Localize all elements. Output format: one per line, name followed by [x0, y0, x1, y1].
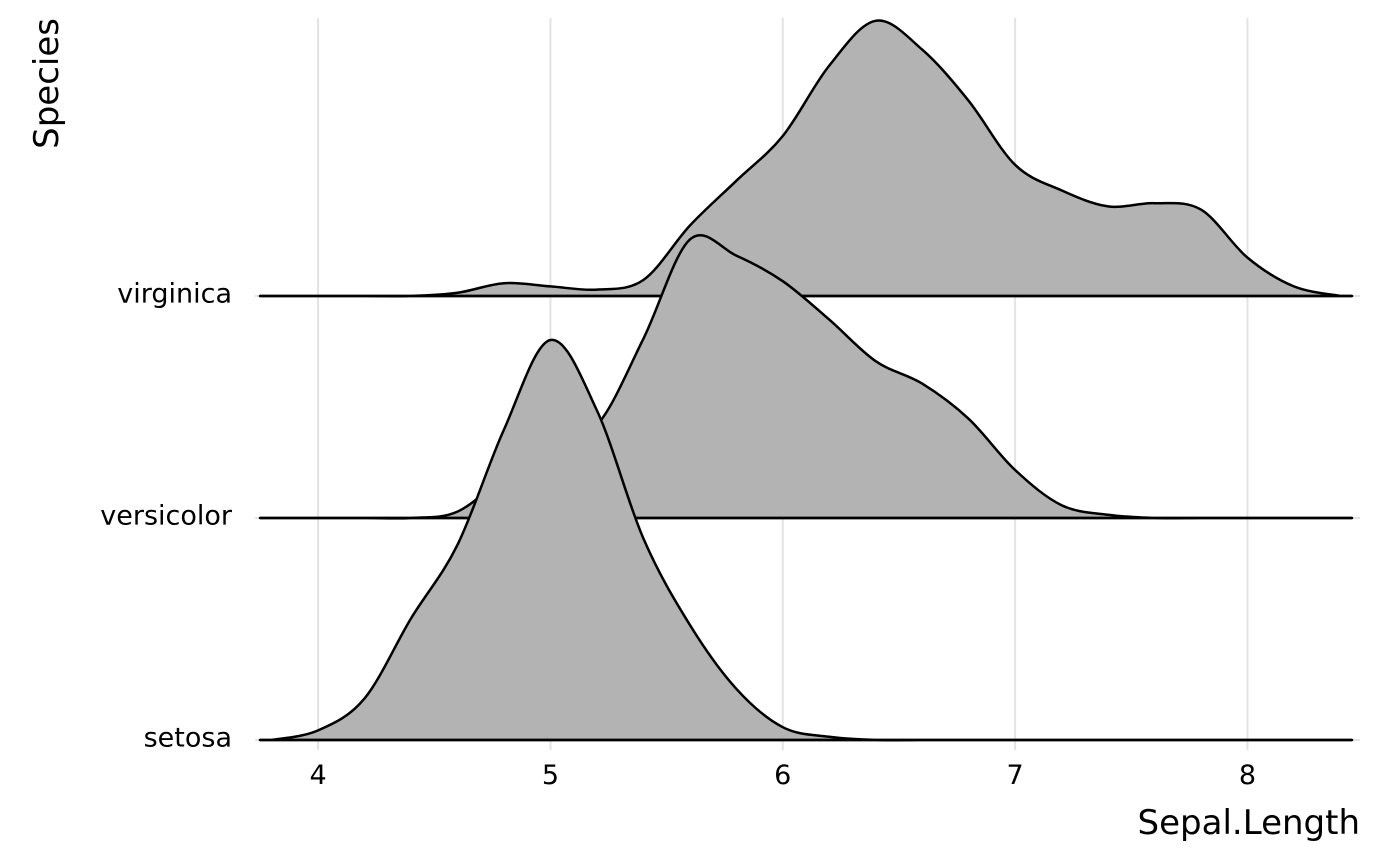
x-tick-label: 4 [309, 760, 326, 791]
y-tick-label: virginica [117, 279, 232, 310]
x-tick-label: 6 [774, 760, 791, 791]
x-tick-label: 8 [1239, 760, 1256, 791]
density-area [258, 19, 1354, 298]
x-tick-label: 7 [1007, 760, 1024, 791]
x-tick-label: 5 [542, 760, 559, 791]
y-tick-label: versicolor [100, 501, 233, 532]
y-axis-title: Species [27, 18, 67, 149]
x-axis-title: Sepal.Length [1138, 803, 1360, 843]
y-tick-label: setosa [144, 723, 232, 754]
